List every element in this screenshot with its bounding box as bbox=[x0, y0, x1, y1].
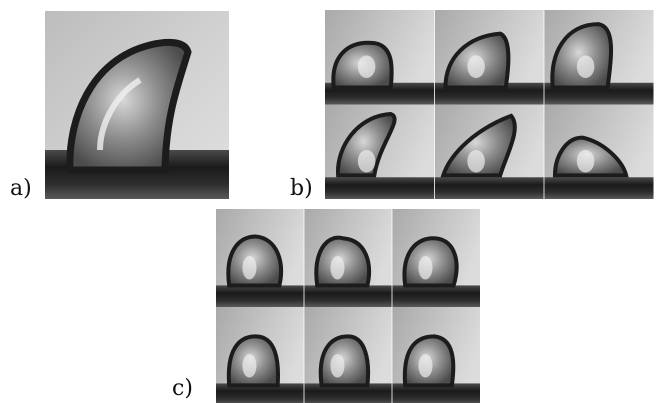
panel-b-droplet-4 bbox=[336, 111, 397, 178]
panel-c-frame-4 bbox=[216, 307, 304, 403]
panel-c-frame-5 bbox=[303, 307, 392, 403]
panel-c-frame-6 bbox=[391, 307, 480, 403]
label-b: b) bbox=[290, 176, 313, 201]
panel-c-frame-2 bbox=[303, 209, 392, 307]
panel-b-droplet-5 bbox=[440, 113, 517, 178]
panel-b-droplet-3 bbox=[550, 22, 614, 90]
panel-a-frame bbox=[45, 11, 229, 199]
panel-c-grid bbox=[216, 209, 480, 403]
panel-b-frame-4 bbox=[325, 104, 435, 199]
panel-b-frame-1 bbox=[325, 10, 435, 105]
panel-c-droplet-5 bbox=[318, 334, 371, 388]
panel-c-frame-3 bbox=[391, 209, 480, 307]
label-c: c) bbox=[172, 376, 193, 401]
panel-b-frame-3 bbox=[543, 10, 654, 105]
panel-b-frame-6 bbox=[543, 104, 654, 199]
panel-c-frame-1 bbox=[216, 209, 304, 307]
panel-b-grid bbox=[325, 10, 654, 199]
panel-b-frame-5 bbox=[434, 104, 544, 199]
label-a: a) bbox=[10, 176, 32, 201]
panel-b-frame-2 bbox=[434, 10, 544, 105]
